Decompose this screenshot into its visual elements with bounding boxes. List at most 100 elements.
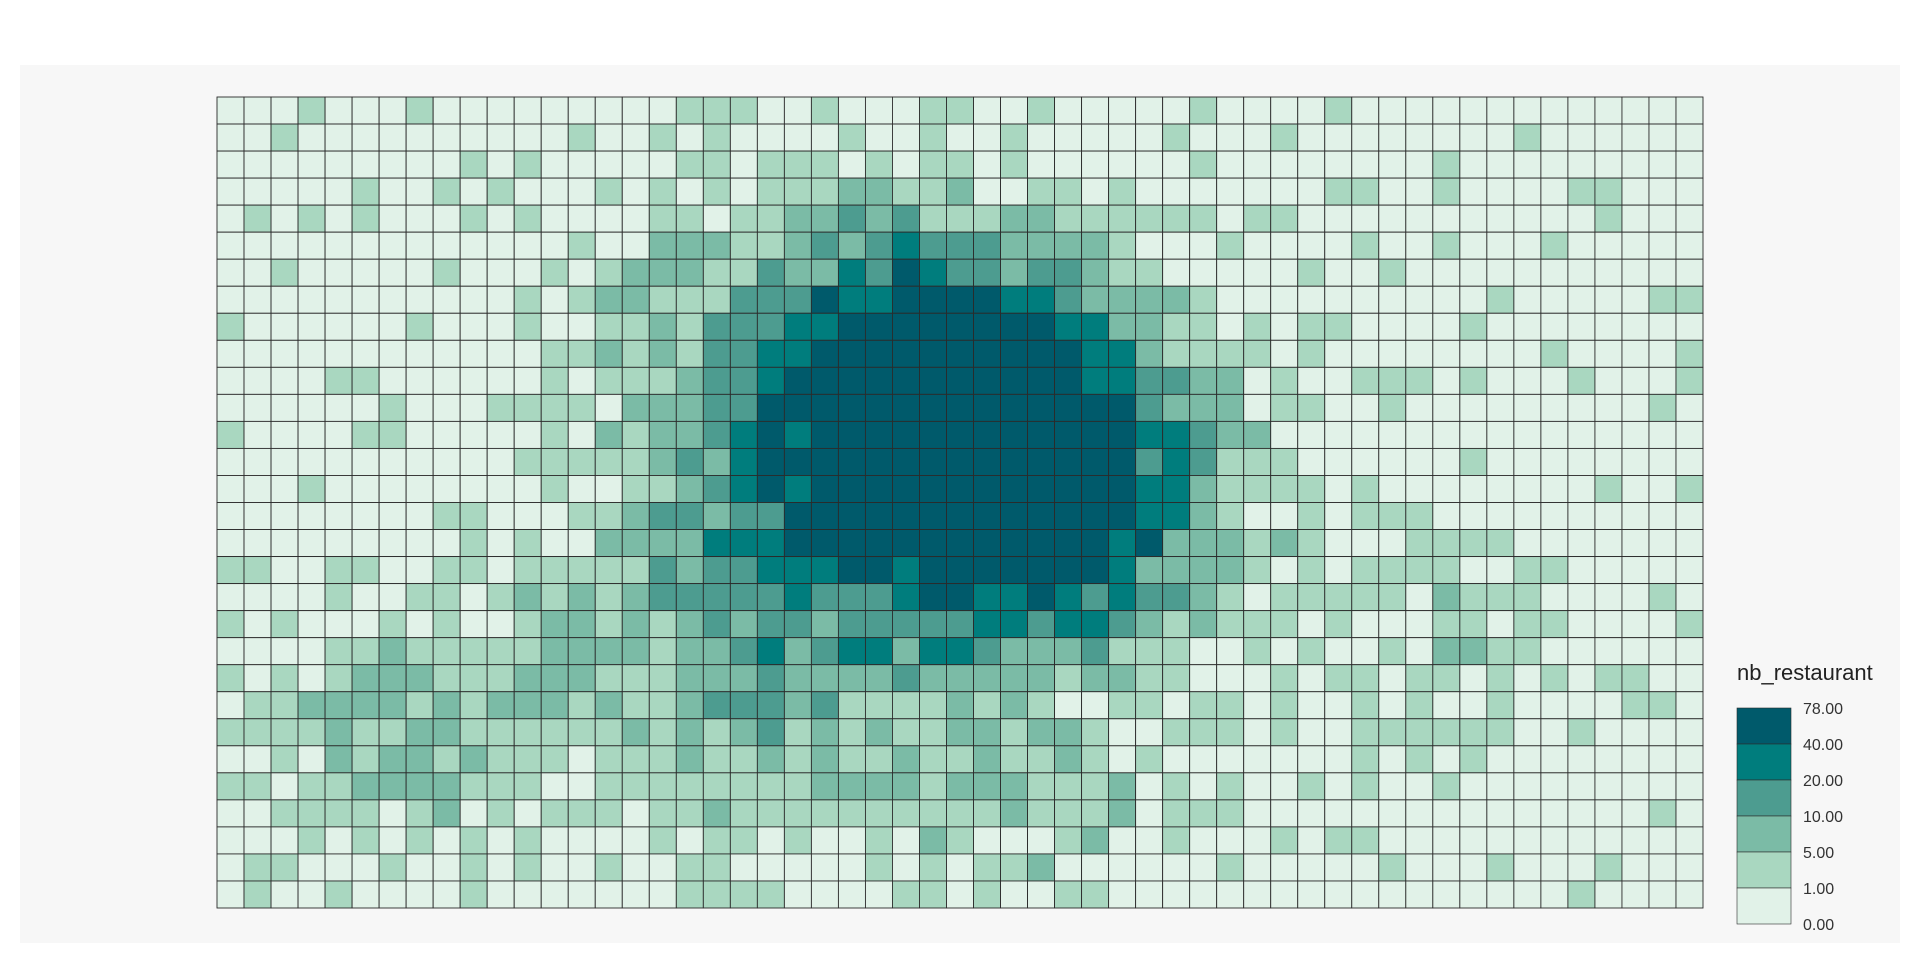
grid-cell [270, 96, 299, 125]
grid-cell [324, 312, 353, 341]
grid-cell [864, 312, 893, 341]
grid-cell [1054, 366, 1083, 395]
grid-cell [973, 231, 1001, 260]
grid-cell [1675, 826, 1704, 855]
grid-cell [1000, 664, 1029, 693]
grid-cell [675, 231, 704, 260]
grid-cell [1081, 177, 1110, 206]
grid-cell [783, 285, 812, 314]
grid-cell [405, 880, 434, 909]
grid-cell [783, 231, 812, 260]
grid-cell [297, 718, 326, 747]
grid-cell [1540, 691, 1569, 720]
grid-cell [1027, 177, 1056, 206]
grid-cell [513, 123, 542, 152]
grid-cell [1297, 718, 1326, 747]
grid-cell [756, 339, 785, 368]
grid-cell [1648, 502, 1677, 530]
grid-cell [1405, 583, 1434, 612]
grid-cell [892, 258, 920, 287]
grid-cell [973, 204, 1001, 233]
grid-cell [216, 637, 245, 666]
grid-cell [756, 664, 785, 693]
grid-cell [864, 529, 893, 558]
grid-cell [1324, 96, 1353, 125]
grid-cell [1054, 826, 1083, 855]
grid-cell [270, 366, 299, 395]
grid-cell [1189, 177, 1218, 206]
grid-cell [973, 312, 1001, 341]
grid-cell [324, 366, 353, 395]
grid-cell [1621, 177, 1650, 206]
grid-cell [1162, 258, 1191, 287]
grid-cell [1540, 826, 1569, 855]
grid-cell [837, 312, 866, 341]
grid-cell [351, 285, 380, 314]
grid-cell [702, 718, 731, 747]
grid-cell [1621, 529, 1650, 558]
grid-cell [837, 637, 866, 666]
grid-cell [621, 123, 650, 152]
grid-cell [1027, 150, 1056, 179]
grid-cell [1486, 745, 1515, 774]
grid-cell [1540, 475, 1569, 503]
grid-cell [459, 610, 488, 639]
grid-cell [378, 691, 407, 720]
grid-cell [1351, 853, 1380, 882]
grid-cell [1675, 285, 1704, 314]
grid-cell [892, 420, 920, 449]
grid-cell [1108, 312, 1137, 341]
grid-cell [351, 853, 380, 882]
grid-cell [837, 556, 866, 585]
grid-cell [1000, 475, 1029, 503]
grid-cell [459, 177, 488, 206]
grid-cell [459, 447, 488, 476]
grid-cell [621, 610, 650, 639]
grid-cell [1513, 258, 1542, 287]
grid-cell [1540, 745, 1569, 774]
grid-cell [216, 339, 245, 368]
grid-cell [432, 177, 461, 206]
grid-cell [1621, 420, 1650, 449]
grid-cell [297, 204, 326, 233]
grid-cell [1621, 285, 1650, 314]
grid-cell [432, 799, 461, 828]
grid-cell [1675, 258, 1704, 287]
grid-cell [378, 610, 407, 639]
grid-cell [1432, 556, 1461, 585]
grid-cell [1351, 366, 1380, 395]
grid-cell [621, 366, 650, 395]
grid-cell [1324, 231, 1353, 260]
grid-cell [1027, 556, 1056, 585]
grid-cell [1162, 447, 1191, 476]
grid-cell [919, 610, 947, 639]
grid-cell [1027, 502, 1056, 530]
grid-cell [1162, 718, 1191, 747]
grid-cell [1162, 177, 1191, 206]
legend: nb_restaurant 78.0040.0020.0010.005.001.… [1736, 660, 1873, 934]
grid-cell [783, 366, 812, 395]
grid-cell [892, 772, 920, 801]
grid-cell [405, 745, 434, 774]
grid-cell [459, 529, 488, 558]
grid-cell [1216, 177, 1245, 206]
grid-cell [243, 420, 272, 449]
grid-cell [567, 285, 596, 314]
grid-cell [405, 475, 434, 503]
grid-cell [1513, 339, 1542, 368]
grid-cell [864, 826, 893, 855]
grid-cell [324, 502, 353, 530]
grid-cell [1540, 312, 1569, 341]
grid-cell [729, 718, 758, 747]
grid-cell [1270, 231, 1299, 260]
grid-cell [1378, 177, 1407, 206]
grid-cell [621, 285, 650, 314]
grid-cell [1162, 637, 1191, 666]
grid-cell [1351, 177, 1380, 206]
grid-cell [756, 96, 785, 125]
grid-cell [1027, 285, 1056, 314]
grid-cell [756, 420, 785, 449]
grid-cell [1459, 502, 1488, 530]
grid-cell [1162, 772, 1191, 801]
grid-cell [1108, 231, 1137, 260]
